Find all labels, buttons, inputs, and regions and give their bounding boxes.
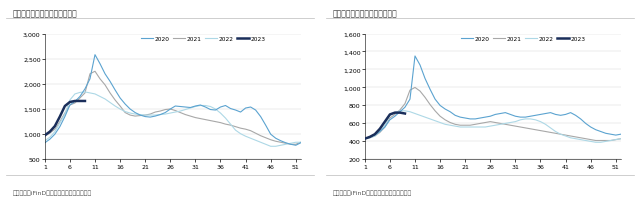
Text: 资料来源：iFinD、国信证券经济研究所整理: 资料来源：iFinD、国信证券经济研究所整理 — [333, 190, 412, 196]
Text: 图：五大钢材社会库存（万吨）: 图：五大钢材社会库存（万吨） — [13, 9, 77, 18]
Legend: 2020, 2021, 2022, 2023: 2020, 2021, 2022, 2023 — [139, 35, 268, 44]
Text: 资料来源：iFinD、国信证券经济研究所整理: 资料来源：iFinD、国信证券经济研究所整理 — [13, 190, 92, 196]
Text: 图：五大钢材钢厂库存（万吨）: 图：五大钢材钢厂库存（万吨） — [333, 9, 397, 18]
Legend: 2020, 2021, 2022, 2023: 2020, 2021, 2022, 2023 — [459, 35, 588, 44]
